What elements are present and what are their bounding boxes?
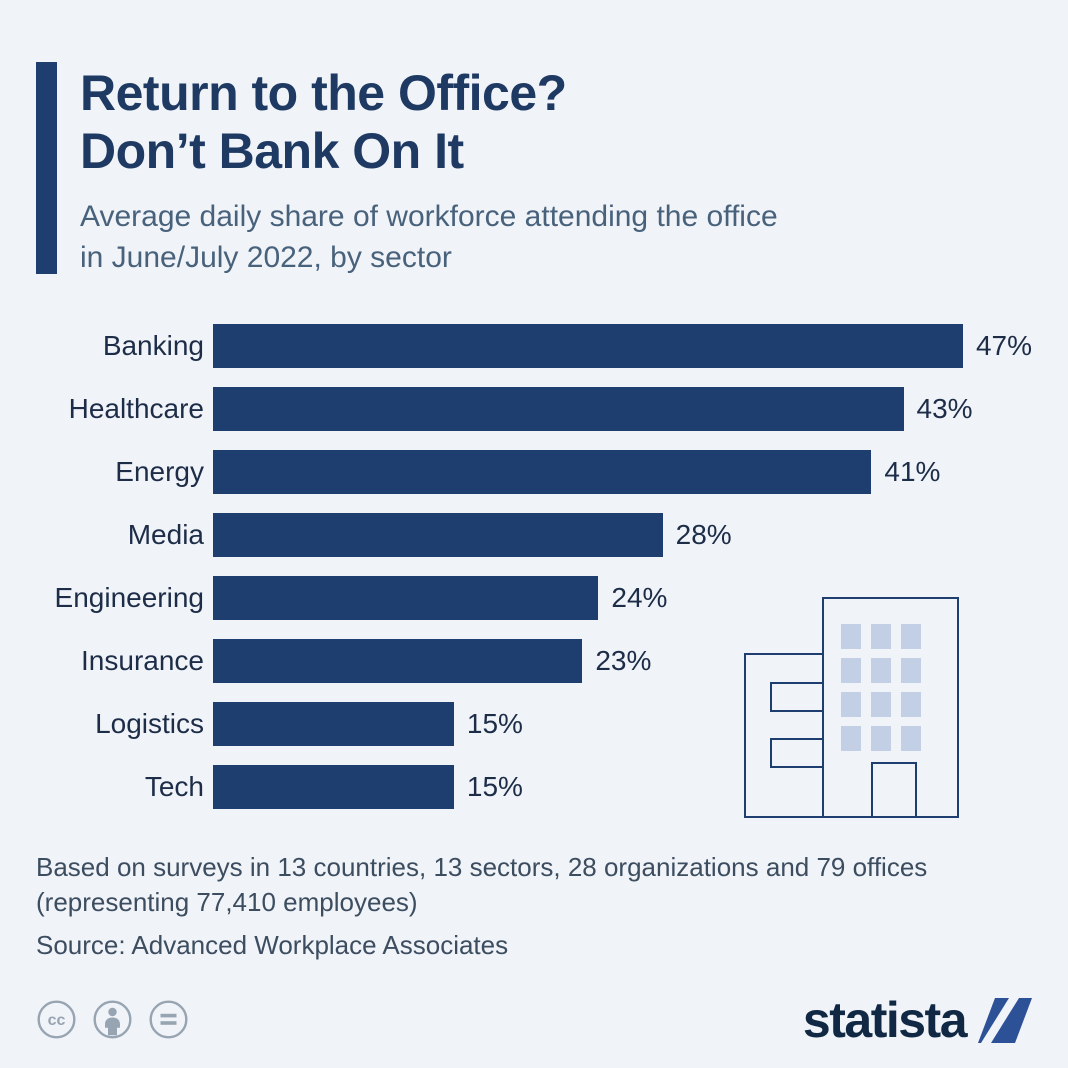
value-label: 47% [975, 330, 1032, 361]
source-line: Source: Advanced Workplace Associates [36, 929, 509, 960]
subtitle-line-1: Average daily share of workforce attendi… [80, 200, 778, 233]
statista-logo-mark-icon [978, 997, 1032, 1043]
bar [213, 702, 454, 746]
bar-track: 41% [213, 450, 1032, 494]
footer-note: Based on surveys in 13 countries, 13 sec… [36, 850, 1032, 921]
header-text: Return to the Office? Don’t Bank On It A… [80, 62, 778, 278]
bar-row: Banking 47% [36, 324, 1032, 368]
page-title: Return to the Office? Don’t Bank On It [80, 64, 778, 180]
category-label: Logistics [95, 708, 204, 739]
office-building-icon [744, 597, 959, 818]
title-line-2: Don’t Bank On It [80, 123, 464, 179]
bar-row: Energy 41% [36, 450, 1032, 494]
building-windows [841, 624, 921, 751]
value-label: 28% [675, 519, 732, 550]
category-label: Energy [115, 456, 204, 487]
bar-row: Engineering 24% [36, 576, 1032, 620]
bar-track: 43% [213, 387, 1032, 431]
statista-wordmark: statista [802, 991, 968, 1048]
no-derivatives-icon[interactable] [148, 999, 189, 1040]
value-label: 24% [611, 582, 668, 613]
category-label: Engineering [54, 582, 204, 613]
bar [213, 765, 454, 809]
value-label: 43% [916, 393, 973, 424]
bar-track: 28% [213, 513, 1032, 557]
bar [213, 639, 583, 683]
category-label: Media [127, 519, 204, 550]
footer-note-line-1: Based on surveys in 13 countries, 13 sec… [36, 852, 928, 882]
bar [213, 450, 872, 494]
value-label: 15% [466, 708, 523, 739]
statista-logo[interactable]: statista [802, 991, 1032, 1048]
category-label: Banking [102, 330, 204, 361]
bar-row: Healthcare 43% [36, 387, 1032, 431]
category-label: Healthcare [68, 393, 204, 424]
bar-row: Insurance 23% [36, 639, 1032, 683]
bar-track: 24% [213, 576, 1032, 620]
bar-track: 15% [213, 765, 1032, 809]
value-label: 23% [595, 645, 652, 676]
category-label: Tech [144, 771, 204, 802]
bar-track: 23% [213, 639, 1032, 683]
title-line-1: Return to the Office? [80, 65, 567, 121]
bar-track: 47% [213, 324, 1032, 368]
bar-row: Media 28% [36, 513, 1032, 557]
bar [213, 576, 599, 620]
license-badges: cc [36, 999, 189, 1040]
bottom-row: cc statista [36, 991, 1032, 1048]
bar [213, 387, 904, 431]
cc-license-icon[interactable]: cc [36, 999, 77, 1040]
bar-track: 15% [213, 702, 1032, 746]
header: Return to the Office? Don’t Bank On It A… [36, 62, 1032, 278]
value-label: 41% [884, 456, 941, 487]
title-accent-bar [36, 62, 57, 274]
bar [213, 513, 663, 557]
building-door [871, 762, 917, 818]
svg-text:cc: cc [48, 1012, 66, 1029]
subtitle-line-2: in June/July 2022, by sector [80, 240, 452, 274]
bar-chart: Banking 47% Healthcare 43% Energy 41% Me… [36, 324, 1032, 809]
bar-row: Tech 15% [36, 765, 1032, 809]
attribution-icon[interactable] [92, 999, 133, 1040]
footer-note-line-2: (representing 77,410 employees) [36, 887, 418, 918]
bar-row: Logistics 15% [36, 702, 1032, 746]
bar [213, 324, 963, 368]
category-label: Insurance [81, 645, 204, 676]
page-subtitle: Average daily share of workforce attendi… [80, 197, 778, 278]
value-label: 15% [466, 771, 523, 802]
